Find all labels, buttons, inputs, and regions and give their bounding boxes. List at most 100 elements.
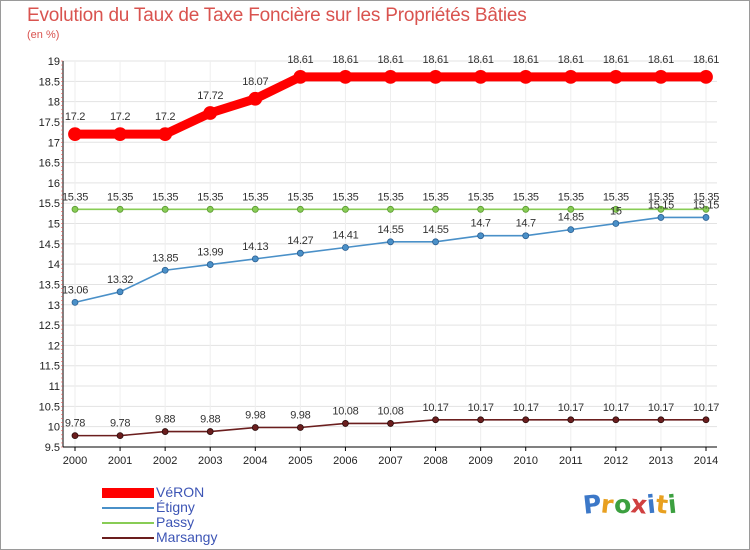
x-tick-label: 2014 bbox=[694, 455, 718, 467]
legend-swatch bbox=[102, 488, 154, 498]
y-tick-label: 16.5 bbox=[39, 158, 60, 170]
data-label-etigny: 13.32 bbox=[107, 274, 133, 286]
x-tick-label: 2003 bbox=[198, 455, 222, 467]
data-label-veron: 18.61 bbox=[513, 54, 539, 66]
data-label-marsangy: 9.98 bbox=[290, 409, 310, 421]
data-point-passy bbox=[161, 205, 169, 213]
data-label-etigny: 14.85 bbox=[558, 212, 584, 224]
data-point-veron bbox=[563, 69, 578, 84]
data-label-marsangy: 10.08 bbox=[377, 405, 403, 417]
data-point-etigny bbox=[477, 232, 485, 240]
x-tick-label: 2002 bbox=[153, 455, 177, 467]
data-point-marsangy bbox=[342, 420, 349, 427]
data-point-veron bbox=[113, 127, 127, 142]
legend-label: Passy bbox=[156, 514, 195, 530]
y-tick-label: 15.5 bbox=[39, 198, 60, 210]
legend-swatch bbox=[102, 507, 154, 509]
data-point-etigny bbox=[522, 232, 530, 240]
y-tick-label: 12.5 bbox=[39, 320, 60, 332]
data-label-passy: 15.35 bbox=[107, 191, 133, 203]
x-tick-label: 2010 bbox=[513, 455, 537, 467]
data-label-etigny: 14.13 bbox=[242, 241, 268, 253]
data-point-marsangy bbox=[206, 428, 214, 435]
data-point-marsangy bbox=[161, 428, 169, 435]
data-label-veron: 18.61 bbox=[468, 54, 494, 66]
data-label-marsangy: 10.17 bbox=[693, 402, 719, 414]
data-label-passy: 15.35 bbox=[513, 191, 539, 203]
data-point-passy bbox=[567, 205, 575, 213]
data-point-veron bbox=[248, 91, 263, 106]
data-point-passy bbox=[251, 205, 259, 213]
y-tick-label: 12 bbox=[48, 340, 60, 352]
data-point-marsangy bbox=[522, 416, 530, 424]
data-label-marsangy: 10.17 bbox=[513, 402, 539, 414]
data-label-marsangy: 9.88 bbox=[200, 414, 220, 426]
data-label-marsangy: 10.17 bbox=[603, 402, 629, 414]
data-label-passy: 15.35 bbox=[648, 191, 674, 203]
data-label-veron: 17.72 bbox=[197, 90, 223, 102]
data-point-passy bbox=[612, 205, 620, 213]
data-point-veron bbox=[699, 69, 713, 84]
data-label-marsangy: 10.17 bbox=[558, 402, 584, 414]
data-label-etigny: 14.55 bbox=[377, 224, 403, 236]
data-label-veron: 18.61 bbox=[693, 54, 719, 66]
data-point-marsangy bbox=[116, 432, 124, 440]
data-point-marsangy bbox=[612, 416, 620, 424]
x-tick-label: 2001 bbox=[108, 455, 132, 467]
data-point-passy bbox=[206, 205, 214, 213]
x-tick-label: 2008 bbox=[423, 455, 447, 467]
data-point-veron bbox=[428, 69, 443, 84]
x-tick-label: 2009 bbox=[468, 455, 492, 467]
data-point-etigny bbox=[296, 249, 304, 257]
data-point-marsangy bbox=[702, 416, 710, 424]
data-point-marsangy bbox=[296, 424, 304, 431]
data-point-etigny bbox=[432, 238, 439, 246]
data-point-marsangy bbox=[71, 432, 79, 440]
x-tick-label: 2004 bbox=[243, 455, 267, 467]
x-tick-label: 2012 bbox=[604, 455, 628, 467]
data-label-etigny: 14.55 bbox=[423, 224, 449, 236]
data-label-etigny: 14.7 bbox=[471, 218, 491, 230]
data-label-passy: 15.35 bbox=[468, 191, 494, 203]
data-label-passy: 15.35 bbox=[423, 191, 449, 203]
data-point-passy bbox=[702, 205, 710, 213]
data-point-veron bbox=[68, 127, 82, 142]
data-label-veron: 18.61 bbox=[648, 54, 674, 66]
y-tick-label: 11.5 bbox=[39, 361, 60, 373]
data-label-passy: 15.35 bbox=[332, 191, 358, 203]
data-point-passy bbox=[432, 205, 439, 213]
data-point-veron bbox=[293, 69, 308, 84]
data-point-marsangy bbox=[567, 416, 575, 424]
data-label-marsangy: 9.88 bbox=[155, 414, 175, 426]
data-point-marsangy bbox=[251, 424, 259, 431]
data-point-veron bbox=[654, 69, 668, 84]
data-point-passy bbox=[657, 205, 665, 213]
data-label-etigny: 14.7 bbox=[516, 218, 536, 230]
data-point-etigny bbox=[206, 261, 214, 268]
data-label-etigny: 13.99 bbox=[197, 247, 223, 259]
data-label-passy: 15.35 bbox=[242, 191, 268, 203]
data-point-veron bbox=[608, 69, 623, 84]
data-label-etigny: 13.85 bbox=[152, 252, 178, 264]
x-tick-label: 2011 bbox=[559, 455, 583, 467]
data-label-veron: 18.61 bbox=[423, 54, 449, 66]
data-label-etigny: 14.27 bbox=[287, 235, 313, 247]
data-label-etigny: 15 bbox=[610, 206, 622, 218]
data-point-veron bbox=[518, 69, 533, 84]
data-point-marsangy bbox=[432, 416, 439, 424]
data-label-veron: 18.61 bbox=[558, 54, 584, 66]
legend-label: Marsangy bbox=[156, 529, 218, 545]
data-label-passy: 15.35 bbox=[558, 191, 584, 203]
y-tick-label: 15 bbox=[48, 219, 60, 231]
y-tick-label: 10 bbox=[48, 422, 60, 434]
data-point-etigny bbox=[251, 255, 259, 263]
y-tick-label: 14.5 bbox=[39, 239, 60, 251]
data-point-etigny bbox=[387, 238, 394, 246]
data-label-veron: 17.2 bbox=[110, 111, 130, 123]
unit-label: (en %) bbox=[27, 29, 60, 41]
y-tick-label: 10.5 bbox=[39, 401, 60, 413]
chart-title: Evolution du Taux de Taxe Foncière sur l… bbox=[27, 5, 527, 26]
data-label-passy: 15.35 bbox=[197, 191, 223, 203]
data-point-etigny bbox=[161, 266, 169, 274]
legend-swatch bbox=[102, 537, 154, 539]
